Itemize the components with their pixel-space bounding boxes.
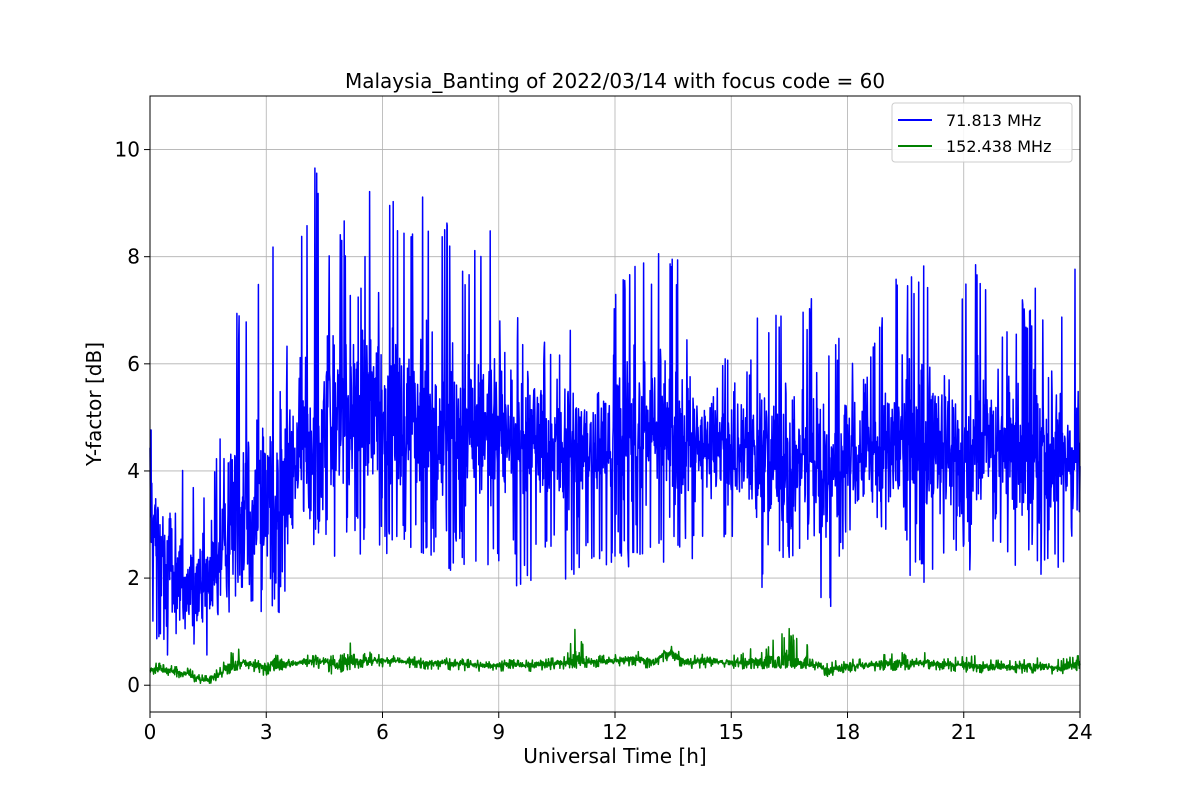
x-axis-label: Universal Time [h]	[523, 744, 706, 768]
legend-label: 71.813 MHz	[946, 111, 1041, 130]
y-axis-label: Y-factor [dB]	[82, 342, 106, 467]
x-tick-label: 18	[835, 720, 860, 744]
series-line-0	[149, 167, 1081, 656]
y-tick-label: 6	[127, 352, 140, 376]
y-tick-label: 8	[127, 245, 140, 269]
y-tick-label: 10	[115, 138, 140, 162]
chart-title: Malaysia_Banting of 2022/03/14 with focu…	[345, 69, 885, 93]
x-tick-label: 21	[951, 720, 976, 744]
legend: 71.813 MHz 152.438 MHz	[891, 102, 1073, 163]
y-tick-label: 4	[127, 459, 140, 483]
series-layer	[149, 167, 1081, 685]
legend-box	[891, 102, 1073, 163]
x-tick-label: 6	[376, 720, 389, 744]
legend-label: 152.438 MHz	[946, 137, 1051, 156]
y-tick-label: 0	[127, 673, 140, 697]
y-tick-label: 2	[127, 566, 140, 590]
x-tick-label: 12	[602, 720, 627, 744]
ticks	[144, 149, 1081, 718]
x-tick-label: 15	[719, 720, 744, 744]
x-tick-label: 24	[1067, 720, 1092, 744]
series-line-1	[149, 627, 1081, 685]
x-tick-label: 3	[260, 720, 273, 744]
x-tick-label: 0	[144, 720, 157, 744]
x-tick-label: 9	[492, 720, 505, 744]
